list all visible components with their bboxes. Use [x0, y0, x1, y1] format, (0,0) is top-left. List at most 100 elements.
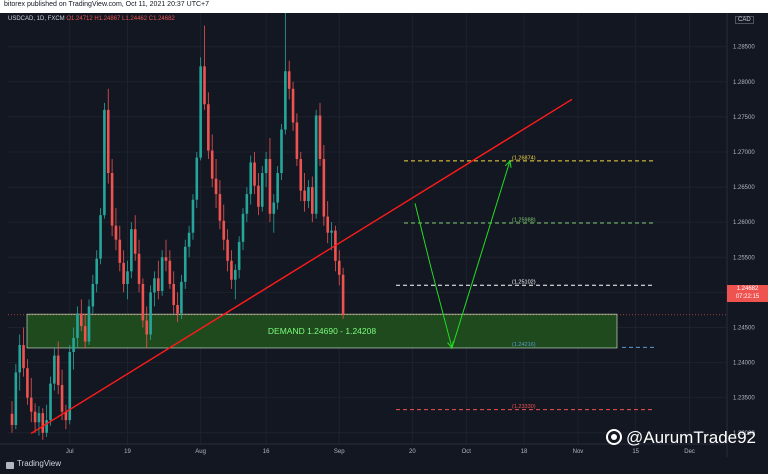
candle-body	[22, 345, 25, 369]
time-axis[interactable]: Jul 19 Aug 16 Sep 20 Oct 18 Nov 15 Dec	[0, 443, 727, 455]
candle-body	[191, 199, 195, 233]
candle-body	[280, 129, 283, 174]
price-tick-label: 1.23000	[733, 431, 755, 437]
footer-bar	[0, 457, 768, 474]
grid-lines	[8, 13, 727, 444]
candle-body	[157, 278, 160, 291]
time-tick-label: 19	[124, 449, 131, 455]
candle-body	[141, 283, 145, 321]
candle-body	[95, 258, 98, 284]
candle-body	[45, 420, 48, 433]
candle-body	[76, 313, 79, 339]
time-tick-label: Oct	[462, 449, 472, 455]
candle-body	[87, 306, 91, 342]
candle-body	[264, 159, 268, 174]
demand-zone: DEMAND 1.24690 - 1.24208	[26, 313, 618, 349]
candle-body	[253, 162, 256, 186]
candle-body	[153, 278, 156, 293]
price-level-label: (1.26874)	[512, 155, 536, 161]
candle-body	[330, 230, 333, 233]
last-price-tag: 1.24682 07:22:15	[727, 285, 768, 302]
candle-body	[303, 190, 306, 202]
candlestick-chart[interactable]: DEMAND 1.24690 - 1.24208 (1.26874) (1.259…	[0, 13, 768, 457]
candle-body	[99, 215, 102, 259]
candle-body	[237, 241, 241, 270]
price-tick-label: 1.24000	[733, 361, 755, 367]
price-level-label: (1.24216)	[512, 342, 536, 348]
candle-body	[41, 413, 45, 433]
candle-body	[33, 411, 37, 423]
candle-body	[80, 313, 83, 327]
time-tick-label: 20	[409, 449, 416, 455]
tradingview-logo-icon	[6, 462, 14, 469]
candle-body	[322, 159, 326, 217]
publisher-bar: bitorex published on TradingView.com, Oc…	[0, 0, 768, 13]
candle-body	[195, 157, 199, 200]
candle-body	[176, 305, 179, 314]
projection-arrowhead-up	[504, 159, 512, 168]
ohlc-values: O1.24712 H1.24867 L1.24462 C1.24682	[66, 16, 175, 22]
time-tick-label: Aug	[195, 449, 206, 455]
candle-body	[91, 283, 95, 307]
candle-body	[49, 383, 52, 421]
candle-body	[226, 239, 229, 261]
currency-badge[interactable]: CAD	[735, 16, 754, 24]
trendline	[30, 98, 573, 435]
candle-body	[249, 162, 252, 195]
price-tick-label: 1.26000	[733, 220, 755, 226]
price-level-label: (1.23330)	[512, 404, 536, 410]
candle-body	[60, 385, 64, 412]
time-tick-label: 15	[632, 449, 639, 455]
candle-body	[299, 159, 303, 191]
candle-body	[222, 220, 226, 240]
candle-body	[37, 413, 41, 423]
candle-body	[172, 283, 175, 306]
time-tick-label: Jul	[66, 449, 74, 455]
price-tick-label: 1.23500	[733, 396, 755, 402]
candle-body	[53, 355, 56, 384]
symbol-name: USDCAD, 1D, FXCM	[8, 16, 65, 22]
watermark-text: @AurumTrade92	[626, 428, 757, 447]
candle-body	[118, 239, 122, 263]
price-axis[interactable]: 1.28500 1.28000 1.27500 1.27000 1.26500 1.260…	[726, 13, 768, 457]
candle-body	[318, 115, 322, 160]
candle-body	[272, 202, 276, 214]
time-tick-label: 16	[263, 449, 270, 455]
drawings	[8, 98, 727, 435]
candle-body	[187, 232, 191, 247]
candle-body	[18, 345, 21, 373]
candle-body	[311, 187, 314, 214]
candle-body	[276, 173, 279, 203]
demand-zone-label: DEMAND 1.24690 - 1.24208	[268, 326, 376, 336]
instagram-icon	[606, 429, 622, 445]
candle-body	[199, 66, 202, 158]
chart-area[interactable]: DEMAND 1.24690 - 1.24208 (1.26874) (1.259…	[0, 13, 768, 457]
candles	[10, 13, 345, 440]
candle-body	[291, 88, 295, 123]
published-text: bitorex published on TradingView.com, Oc…	[4, 1, 210, 8]
candle-body	[326, 216, 329, 233]
author-watermark: @AurumTrade92	[606, 428, 756, 448]
candle-body	[234, 269, 237, 280]
candle-body	[245, 194, 249, 214]
candle-body	[260, 173, 264, 207]
candle-body	[130, 229, 133, 272]
candle-body	[106, 109, 110, 174]
candle-body	[314, 115, 318, 214]
candle-body	[149, 292, 152, 335]
price-tick-label: 1.24500	[733, 325, 755, 331]
candle-body	[64, 411, 68, 421]
candle-body	[110, 173, 114, 226]
candle-body	[203, 66, 206, 105]
candle-body	[307, 187, 310, 202]
candle-body	[214, 178, 218, 195]
price-tick-label: 1.28000	[733, 80, 755, 86]
time-tick-label: 18	[521, 449, 528, 455]
price-tick-label: 1.27000	[733, 150, 755, 156]
time-tick-label: Nov	[573, 449, 584, 455]
candle-body	[122, 262, 125, 284]
candle-body	[257, 185, 260, 207]
price-level-label: (1.25988)	[512, 218, 536, 224]
candle-body	[341, 274, 345, 315]
candle-body	[287, 71, 291, 89]
